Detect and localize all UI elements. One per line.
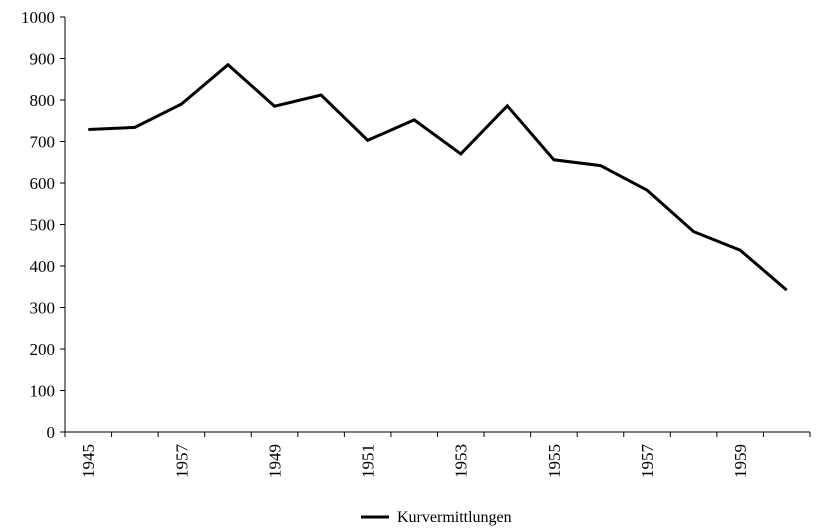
- y-axis: 0 100 200 300 400 500 600 700 800 900 1000: [21, 8, 66, 442]
- y-tick-label: 300: [30, 299, 56, 318]
- y-tick-label: 600: [30, 174, 56, 193]
- y-tick-label: 800: [30, 91, 56, 110]
- y-tick-label: 0: [47, 423, 56, 442]
- x-tick-label: 1953: [452, 444, 471, 478]
- x-tick-label: 1945: [79, 444, 98, 478]
- y-tick-label: 100: [30, 382, 56, 401]
- y-tick-label: 500: [30, 216, 56, 235]
- x-tick-label: 1957: [172, 444, 191, 479]
- y-tick-label: 1000: [21, 8, 55, 27]
- x-tick-label: 1959: [731, 444, 750, 478]
- legend: Kurvermittlungen: [361, 509, 512, 526]
- series-group: [88, 62, 788, 292]
- y-tick-label: 700: [30, 133, 56, 152]
- y-tick-label: 200: [30, 340, 56, 359]
- legend-label: Kurvermittlungen: [397, 509, 512, 526]
- x-tick-label: 1955: [545, 444, 564, 478]
- x-tick-label: 1949: [265, 444, 284, 478]
- y-tick-label: 900: [30, 50, 56, 69]
- x-axis: 1945 1957 1949 1951 1953 1955 1957 1959: [64, 431, 811, 479]
- series-line-0: [88, 62, 788, 292]
- y-tick-label: 400: [30, 257, 56, 276]
- x-tick-label: 1957: [638, 444, 657, 479]
- y-ticks: 0 100 200 300 400 500 600 700 800 900 1000: [21, 8, 65, 442]
- x-ticks: 1945 1957 1949 1951 1953 1955 1957 1959: [64, 432, 811, 479]
- x-tick-label: 1951: [359, 444, 378, 478]
